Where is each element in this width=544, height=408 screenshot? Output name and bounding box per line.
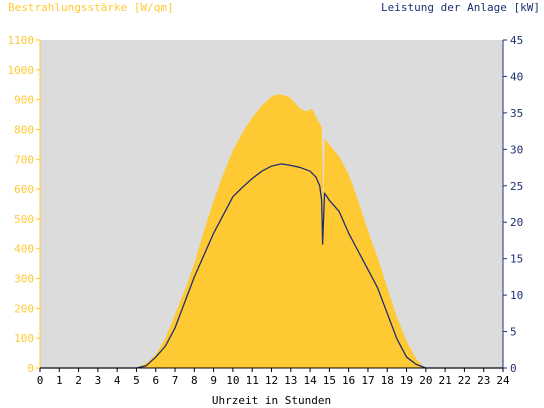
x-tick-label: 8 xyxy=(191,374,198,387)
right-tick-label: 0 xyxy=(510,362,517,375)
x-tick-label: 15 xyxy=(323,374,336,387)
x-tick-label: 3 xyxy=(95,374,102,387)
x-tick-label: 18 xyxy=(381,374,394,387)
right-tick-label: 20 xyxy=(510,216,523,229)
x-tick-label: 22 xyxy=(458,374,471,387)
right-tick-label: 40 xyxy=(510,70,523,83)
left-tick-label: 300 xyxy=(14,273,34,286)
right-tick-label: 45 xyxy=(510,34,523,47)
left-tick-label: 200 xyxy=(14,302,34,315)
power-line xyxy=(40,163,503,369)
right-tick-label: 5 xyxy=(510,326,517,339)
x-tick-label: 11 xyxy=(246,374,259,387)
x-tick-label: 12 xyxy=(265,374,278,387)
x-tick-label: 7 xyxy=(172,374,179,387)
left-axis-ticks: 0 100 200 300 400 500 600 700 800 900 1000 1100 xyxy=(8,34,40,375)
x-tick-label: 9 xyxy=(210,374,217,387)
x-tick-label: 0 xyxy=(37,374,44,387)
x-tick-label: 5 xyxy=(133,374,140,387)
x-tick-label: 23 xyxy=(477,374,490,387)
right-axis-ticks: 0 5 10 15 20 25 30 35 40 45 xyxy=(503,34,523,375)
left-tick-label: 0 xyxy=(27,362,34,375)
left-tick-label: 400 xyxy=(14,243,34,256)
right-tick-label: 35 xyxy=(510,107,523,120)
x-tick-label: 2 xyxy=(75,374,82,387)
x-axis-label: Uhrzeit in Stunden xyxy=(212,394,331,407)
x-tick-label: 24 xyxy=(496,374,510,387)
left-tick-label: 1100 xyxy=(8,34,35,47)
right-tick-label: 15 xyxy=(510,253,523,266)
x-tick-label: 6 xyxy=(152,374,159,387)
left-tick-label: 500 xyxy=(14,213,34,226)
left-tick-label: 1000 xyxy=(8,64,35,77)
right-tick-label: 30 xyxy=(510,143,523,156)
x-tick-label: 21 xyxy=(439,374,452,387)
x-tick-label: 20 xyxy=(419,374,432,387)
x-tick-label: 10 xyxy=(226,374,239,387)
x-tick-label: 16 xyxy=(342,374,355,387)
x-tick-label: 17 xyxy=(361,374,374,387)
x-tick-label: 4 xyxy=(114,374,121,387)
right-axis-title: Leistung der Anlage [kW] xyxy=(381,1,540,14)
right-tick-label: 10 xyxy=(510,289,523,302)
x-tick-label: 14 xyxy=(303,374,317,387)
left-tick-label: 100 xyxy=(14,332,34,345)
right-tick-label: 25 xyxy=(510,180,523,193)
x-tick-label: 19 xyxy=(400,374,413,387)
left-tick-label: 900 xyxy=(14,94,34,107)
left-axis-title: Bestrahlungsstärke [W/qm] xyxy=(8,1,174,14)
x-tick-label: 13 xyxy=(284,374,297,387)
x-axis-ticks: 0 1 2 3 4 5 6 7 8 9 10 11 12 13 14 15 16 17 18 19 20 21 22 23 24 xyxy=(37,368,510,387)
left-tick-label: 600 xyxy=(14,183,34,196)
x-tick-label: 1 xyxy=(56,374,63,387)
left-tick-label: 700 xyxy=(14,153,34,166)
irradiance-area xyxy=(40,94,503,369)
left-tick-label: 800 xyxy=(14,123,34,136)
